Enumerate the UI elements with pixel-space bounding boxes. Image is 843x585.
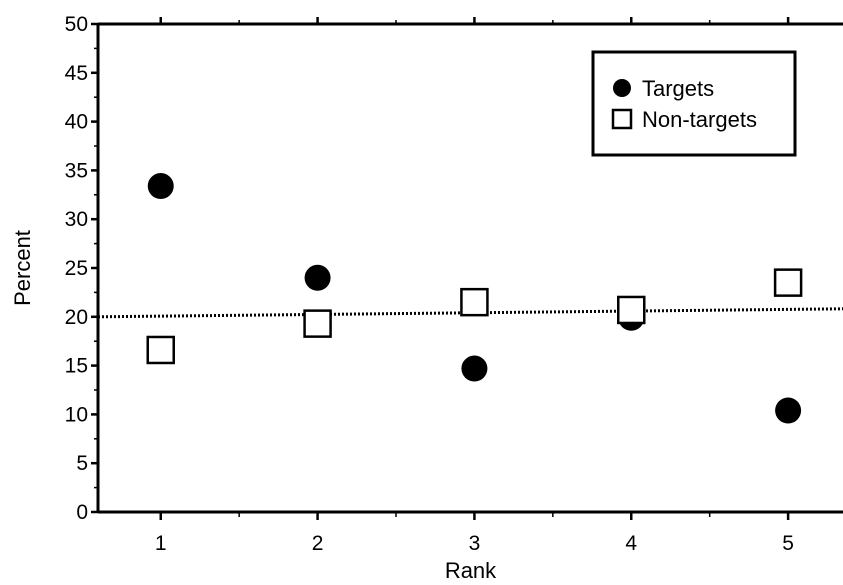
non-target-point <box>146 335 175 365</box>
non-target-point <box>617 295 646 325</box>
non-target-point <box>460 287 489 317</box>
plot-frame <box>96 22 843 514</box>
target-point <box>775 397 802 424</box>
y-tick-label: 50 <box>65 13 88 36</box>
y-axis-title: Percent <box>10 230 35 306</box>
y-tick-label: 25 <box>65 257 88 280</box>
legend-marker-targets <box>613 79 631 97</box>
target-point <box>147 173 174 200</box>
y-tick-label: 35 <box>65 159 88 182</box>
x-axis-title: Rank <box>445 558 497 583</box>
target-point <box>304 264 331 291</box>
y-tick-label: 5 <box>76 452 88 475</box>
y-tick-label: 0 <box>76 501 88 524</box>
x-tick-label: 4 <box>625 532 637 555</box>
legend-box <box>591 50 797 157</box>
legend-label-targets: Targets <box>642 76 714 101</box>
target-point <box>461 355 488 382</box>
non-target-point <box>303 309 332 338</box>
x-tick-label: 2 <box>312 532 324 555</box>
y-tick-label: 45 <box>65 62 88 85</box>
y-tick-label: 30 <box>65 208 88 231</box>
legend-marker-non-targets <box>611 108 633 130</box>
y-tick-label: 20 <box>65 306 88 329</box>
legend: Targets Non-targets <box>591 50 797 157</box>
legend-label-non-targets: Non-targets <box>642 107 757 132</box>
y-tick-label: 10 <box>65 403 88 426</box>
x-tick-label: 5 <box>782 532 794 555</box>
y-axis-ticks: 0 5 10 15 20 25 30 35 40 45 50 <box>65 13 98 524</box>
x-tick-label: 3 <box>469 532 481 555</box>
y-tick-label: 40 <box>65 111 88 134</box>
x-tick-label: 1 <box>155 532 167 555</box>
non-target-point <box>773 268 803 297</box>
y-tick-label: 15 <box>65 355 88 378</box>
data-points <box>146 173 803 424</box>
